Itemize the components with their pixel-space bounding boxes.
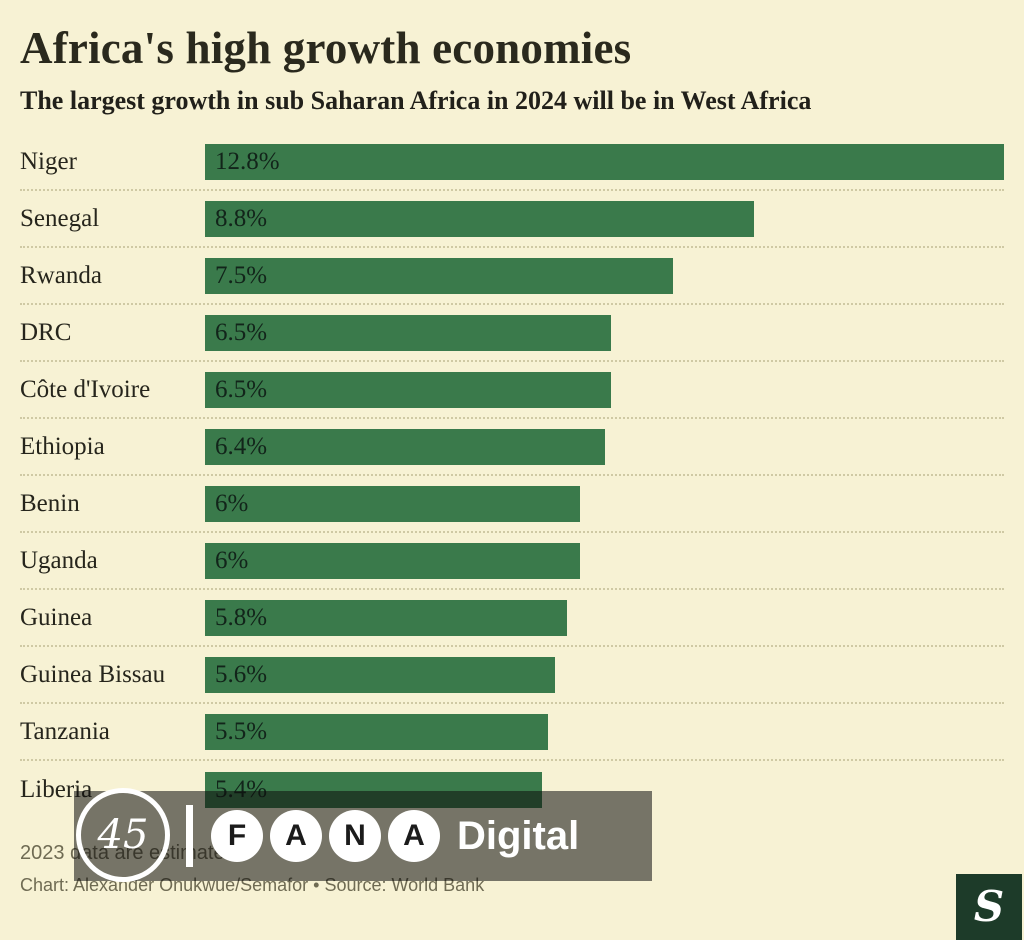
chart-row: Ethiopia 6.4% — [20, 419, 1004, 476]
chart-header: Africa's high growth economies The large… — [0, 0, 1024, 116]
bar: 8.8% — [205, 200, 755, 237]
country-label: Benin — [20, 489, 80, 517]
chart-row: Senegal 8.8% — [20, 191, 1004, 248]
bar: 6.4% — [205, 428, 605, 465]
chart-row: Guinea 5.8% — [20, 590, 1004, 647]
bar-value-label: 6.4% — [215, 432, 268, 460]
chart-row: Uganda 6% — [20, 533, 1004, 590]
bar: 6% — [205, 542, 580, 579]
watermark-divider — [186, 805, 193, 867]
bar-value-label: 5.8% — [215, 603, 268, 631]
page-title: Africa's high growth economies — [20, 23, 632, 73]
watermark-brand-suffix: Digital — [457, 813, 580, 858]
chart-row: Côte d'Ivoire 6.5% — [20, 362, 1004, 419]
chart-row: Guinea Bissau 5.6% — [20, 647, 1004, 704]
bar: 5.6% — [205, 656, 555, 693]
chart-subtitle: The largest growth in sub Saharan Africa… — [20, 86, 812, 115]
chart-row: Benin 6% — [20, 476, 1004, 533]
bar-value-label: 6% — [215, 546, 249, 574]
bar: 6% — [205, 485, 580, 522]
country-label: Côte d'Ivoire — [20, 375, 151, 403]
country-label: Niger — [20, 147, 77, 175]
chart-row: DRC 6.5% — [20, 305, 1004, 362]
bar-area: 6.4% — [205, 428, 1004, 465]
bar-value-label: 5.6% — [215, 660, 268, 688]
bar-area: 8.8% — [205, 200, 1004, 237]
bar-value-label: 5.5% — [215, 717, 268, 745]
country-label: Guinea Bissau — [20, 660, 166, 688]
fana-letter-circle: F — [211, 810, 263, 862]
bar-area: 5.5% — [205, 713, 1004, 750]
semafor-logo: S — [956, 874, 1022, 940]
bar-area: 5.6% — [205, 656, 1004, 693]
bar: 7.5% — [205, 257, 674, 294]
bar: 6.5% — [205, 314, 611, 351]
bar-chart: Niger 12.8% Senegal 8.8% Rwanda 7.5% DRC 6.5% Cô… — [0, 134, 1024, 818]
bar-area: 6% — [205, 485, 1004, 522]
bar-value-label: 7.5% — [215, 261, 268, 289]
country-label: Tanzania — [20, 717, 110, 745]
semafor-logo-glyph: S — [973, 882, 1005, 931]
bar-area: 6.5% — [205, 314, 1004, 351]
bar-area: 6% — [205, 542, 1004, 579]
bar-area: 7.5% — [205, 257, 1004, 294]
bar-value-label: 6% — [215, 489, 249, 517]
country-label: Ethiopia — [20, 432, 105, 460]
chart-row: Tanzania 5.5% — [20, 704, 1004, 761]
bar-value-label: 6.5% — [215, 318, 268, 346]
bar-value-label: 12.8% — [215, 147, 280, 175]
fana-emblem-icon: 45 — [76, 788, 170, 882]
country-label: Uganda — [20, 546, 98, 574]
bar-value-label: 6.5% — [215, 375, 268, 403]
country-label: Guinea — [20, 603, 93, 631]
bar-area: 6.5% — [205, 371, 1004, 408]
bar-value-label: 8.8% — [215, 204, 268, 232]
bar: 6.5% — [205, 371, 611, 408]
bar: 5.5% — [205, 713, 549, 750]
country-label: DRC — [20, 318, 72, 346]
fana-letter-circle: A — [388, 810, 440, 862]
chart-row: Rwanda 7.5% — [20, 248, 1004, 305]
bar-area: 5.8% — [205, 599, 1004, 636]
country-label: Senegal — [20, 204, 100, 232]
bar-area: 12.8% — [205, 143, 1004, 180]
bar: 5.8% — [205, 599, 568, 636]
bar: 12.8% — [205, 143, 1004, 180]
chart-row: Niger 12.8% — [20, 134, 1004, 191]
fana-letter-circle: A — [270, 810, 322, 862]
country-label: Rwanda — [20, 261, 102, 289]
fana-letter-circle: N — [329, 810, 381, 862]
